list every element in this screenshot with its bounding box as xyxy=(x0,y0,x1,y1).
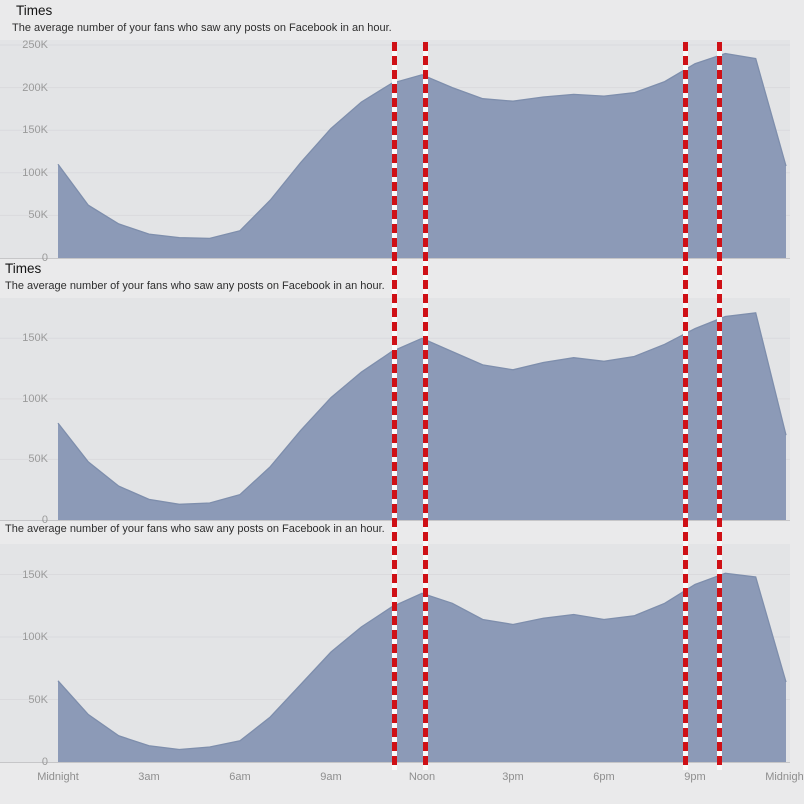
area-top-edge xyxy=(57,572,787,751)
chart-2-title: Times xyxy=(5,261,42,276)
area-series xyxy=(58,573,786,762)
area-series xyxy=(58,53,786,258)
chart-3-subtitle: The average number of your fans who saw … xyxy=(5,523,385,535)
area-series xyxy=(58,312,786,520)
chart-1-title: Times xyxy=(16,3,53,18)
chart-1-subtitle: The average number of your fans who saw … xyxy=(12,22,392,34)
chart-2-subtitle: The average number of your fans who saw … xyxy=(5,280,385,292)
area-top-edge xyxy=(57,52,787,240)
area-top-edge xyxy=(57,312,787,505)
